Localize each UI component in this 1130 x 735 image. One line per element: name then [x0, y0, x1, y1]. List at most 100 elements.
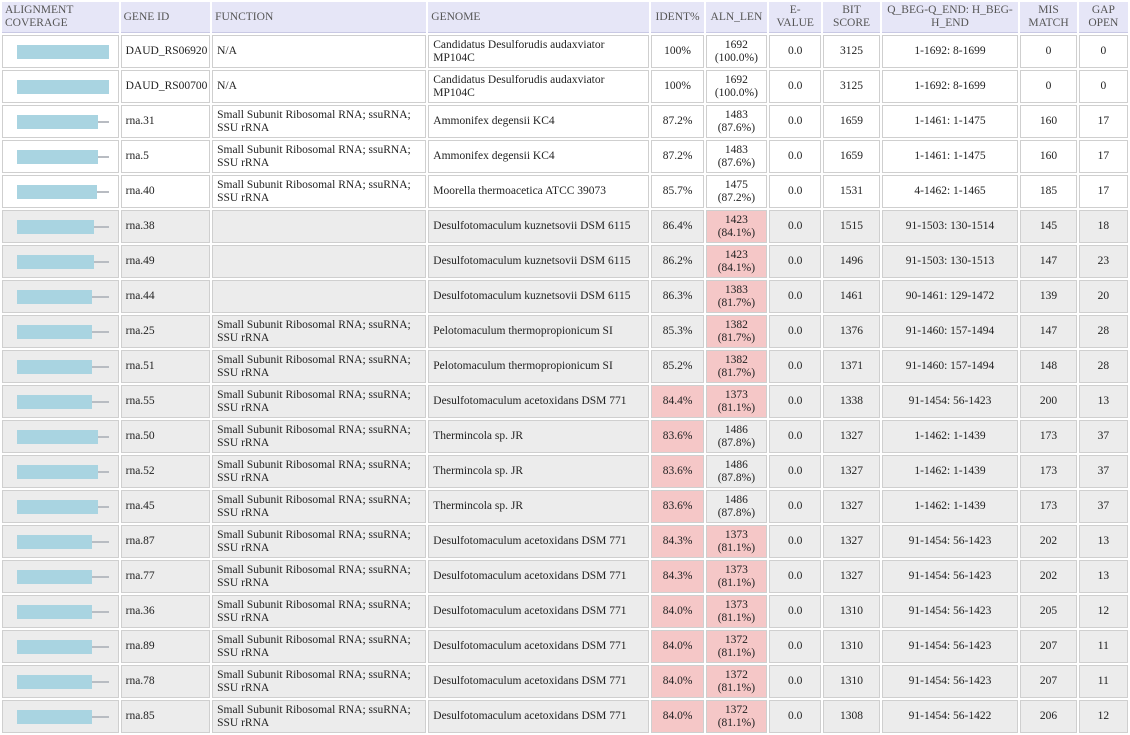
genome-cell: Ammonifex degensii KC4 — [428, 105, 650, 138]
genome-cell: Desulfotomaculum acetoxidans DSM 771 — [428, 560, 650, 593]
q-h-range-cell: 4-1462: 1-1465 — [881, 175, 1019, 208]
col-header-aln-len[interactable]: ALN_LEN — [705, 2, 768, 33]
gene-id-link[interactable]: rna.49 — [120, 245, 211, 278]
table-row[interactable]: rna.89 Small Subunit Ribosomal RNA; ssuRN… — [2, 630, 1128, 663]
q-h-range-cell: 91-1454: 56-1423 — [881, 595, 1019, 628]
mismatch-cell: 207 — [1020, 665, 1077, 698]
coverage-graphic — [17, 44, 109, 59]
evalue-cell: 0.0 — [769, 560, 822, 593]
table-row[interactable]: rna.49 Desulfotomaculum kuznetsovii DSM 6… — [2, 245, 1128, 278]
gene-id-link[interactable]: rna.52 — [120, 455, 211, 488]
gap-open-cell: 0 — [1078, 35, 1128, 68]
col-header-gap-open[interactable]: GAP OPEN — [1078, 2, 1128, 33]
mismatch-cell: 147 — [1020, 315, 1077, 348]
table-row[interactable]: rna.55 Small Subunit Ribosomal RNA; ssuRN… — [2, 385, 1128, 418]
coverage-bar — [17, 534, 92, 549]
ident-cell: 86.3% — [651, 280, 704, 313]
ident-cell: 85.2% — [651, 350, 704, 383]
gap-open-cell: 13 — [1078, 560, 1128, 593]
ident-cell: 84.0% — [651, 700, 704, 733]
gene-id-link[interactable]: rna.77 — [120, 560, 211, 593]
bit-score-cell: 1338 — [823, 385, 880, 418]
bit-score-cell: 1371 — [823, 350, 880, 383]
gene-id-link[interactable]: rna.36 — [120, 595, 211, 628]
evalue-cell: 0.0 — [769, 525, 822, 558]
table-row[interactable]: DAUD_RS06920 N/A Candidatus Desulforudis a… — [2, 35, 1128, 68]
gap-open-cell: 13 — [1078, 385, 1128, 418]
gene-id-link[interactable]: rna.31 — [120, 105, 211, 138]
col-header-evalue[interactable]: E-VALUE — [769, 2, 822, 33]
table-row[interactable]: rna.85 Small Subunit Ribosomal RNA; ssuRN… — [2, 700, 1128, 733]
table-row[interactable]: rna.52 Small Subunit Ribosomal RNA; ssuRN… — [2, 455, 1128, 488]
coverage-bar — [17, 429, 98, 444]
table-row[interactable]: rna.50 Small Subunit Ribosomal RNA; ssuRN… — [2, 420, 1128, 453]
aln-len-value: 1373 — [724, 563, 748, 576]
gene-id-link[interactable]: rna.40 — [120, 175, 211, 208]
gene-id-link[interactable]: rna.50 — [120, 420, 211, 453]
ident-cell: 86.4% — [651, 210, 704, 243]
mismatch-cell: 205 — [1020, 595, 1077, 628]
bit-score-cell: 1461 — [823, 280, 880, 313]
gap-open-cell: 28 — [1078, 315, 1128, 348]
col-header-genome[interactable]: GENOME — [428, 2, 650, 33]
aln-len-value: 1372 — [724, 703, 748, 716]
aln-len-percent: (81.7%) — [717, 331, 756, 344]
table-row[interactable]: rna.36 Small Subunit Ribosomal RNA; ssuRN… — [2, 595, 1128, 628]
col-header-ident[interactable]: IDENT% — [651, 2, 704, 33]
aln-len-cell: 1486 (87.8%) — [705, 455, 768, 488]
gene-id-link[interactable]: rna.78 — [120, 665, 211, 698]
aln-len-percent: (81.7%) — [717, 296, 756, 309]
aln-len-percent: (81.1%) — [717, 576, 756, 589]
gene-id-link[interactable]: rna.38 — [120, 210, 211, 243]
mismatch-cell: 147 — [1020, 245, 1077, 278]
ident-cell: 87.2% — [651, 140, 704, 173]
aln-len-value: 1423 — [724, 213, 748, 226]
gene-id-link[interactable]: rna.55 — [120, 385, 211, 418]
gene-id-link[interactable]: DAUD_RS00700 — [120, 70, 211, 103]
table-row[interactable]: rna.77 Small Subunit Ribosomal RNA; ssuRN… — [2, 560, 1128, 593]
genome-cell: Thermincola sp. JR — [428, 490, 650, 523]
aln-len-value: 1486 — [724, 458, 748, 471]
gene-id-link[interactable]: DAUD_RS06920 — [120, 35, 211, 68]
table-row[interactable]: rna.25 Small Subunit Ribosomal RNA; ssuRN… — [2, 315, 1128, 348]
aln-len-percent: (100.0%) — [714, 51, 758, 64]
table-row[interactable]: rna.45 Small Subunit Ribosomal RNA; ssuRN… — [2, 490, 1128, 523]
coverage-graphic — [17, 674, 109, 689]
col-header-bit-score[interactable]: BIT SCORE — [823, 2, 880, 33]
gene-id-link[interactable]: rna.44 — [120, 280, 211, 313]
gene-id-link[interactable]: rna.51 — [120, 350, 211, 383]
aln-len-value: 1475 — [724, 178, 748, 191]
coverage-graphic — [17, 464, 109, 479]
table-row[interactable]: rna.87 Small Subunit Ribosomal RNA; ssuRN… — [2, 525, 1128, 558]
col-header-gene-id[interactable]: GENE ID — [120, 2, 211, 33]
table-row[interactable]: rna.5 Small Subunit Ribosomal RNA; ssuRNA… — [2, 140, 1128, 173]
bit-score-cell: 1327 — [823, 525, 880, 558]
table-row[interactable]: rna.38 Desulfotomaculum kuznetsovii DSM 6… — [2, 210, 1128, 243]
gene-id-link[interactable]: rna.85 — [120, 700, 211, 733]
aln-len-percent: (87.6%) — [717, 121, 756, 134]
col-header-function[interactable]: FUNCTION — [212, 2, 427, 33]
col-header-q-h-range[interactable]: Q_BEG-Q_END: H_BEG-H_END — [881, 2, 1019, 33]
table-row[interactable]: DAUD_RS00700 N/A Candidatus Desulforudis a… — [2, 70, 1128, 103]
ident-cell: 87.2% — [651, 105, 704, 138]
gene-id-link[interactable]: rna.89 — [120, 630, 211, 663]
table-row[interactable]: rna.31 Small Subunit Ribosomal RNA; ssuRN… — [2, 105, 1128, 138]
evalue-cell: 0.0 — [769, 210, 822, 243]
gene-id-link[interactable]: rna.87 — [120, 525, 211, 558]
gene-id-link[interactable]: rna.45 — [120, 490, 211, 523]
genome-cell: Desulfotomaculum kuznetsovii DSM 6115 — [428, 280, 650, 313]
evalue-cell: 0.0 — [769, 280, 822, 313]
table-row[interactable]: rna.44 Desulfotomaculum kuznetsovii DSM 6… — [2, 280, 1128, 313]
table-row[interactable]: rna.40 Small Subunit Ribosomal RNA; ssuRN… — [2, 175, 1128, 208]
evalue-cell: 0.0 — [769, 700, 822, 733]
table-row[interactable]: rna.78 Small Subunit Ribosomal RNA; ssuRN… — [2, 665, 1128, 698]
gene-id-link[interactable]: rna.25 — [120, 315, 211, 348]
gene-id-link[interactable]: rna.5 — [120, 140, 211, 173]
col-header-mismatch[interactable]: MIS MATCH — [1020, 2, 1077, 33]
table-row[interactable]: rna.51 Small Subunit Ribosomal RNA; ssuRN… — [2, 350, 1128, 383]
aln-len-percent: (81.1%) — [717, 541, 756, 554]
aln-len-cell: 1423 (84.1%) — [705, 210, 768, 243]
col-header-alignment-coverage[interactable]: ALIGNMENT COVERAGE — [2, 2, 119, 33]
aln-len-percent: (84.1%) — [717, 226, 756, 239]
coverage-graphic — [17, 114, 109, 129]
